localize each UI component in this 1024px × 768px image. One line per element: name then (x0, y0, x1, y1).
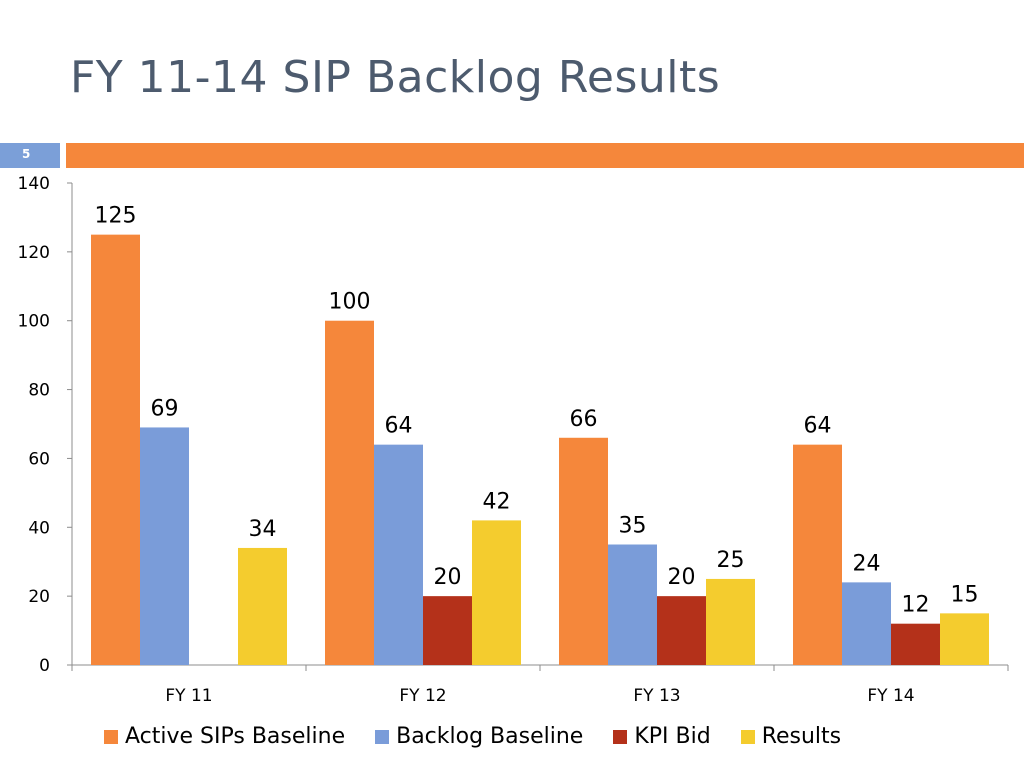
y-tick-label: 0 (39, 656, 50, 676)
slide-number-box: 5 (0, 143, 60, 168)
bar (793, 444, 842, 665)
header-accent-bar (66, 143, 1024, 168)
legend-label: Results (761, 724, 842, 749)
bar-value-label: 66 (570, 407, 598, 432)
y-axis: 0 20 40 60 80 100 120 140 (18, 174, 73, 676)
bar (940, 613, 989, 665)
y-tick-label: 100 (18, 312, 50, 332)
bar-value-label: 12 (902, 593, 930, 618)
x-category-label: FY 14 (867, 686, 914, 706)
bar (842, 582, 891, 665)
chart-legend: Active SIPs Baseline Backlog Baseline KPI … (104, 724, 871, 749)
slide-title: FY 11-14 SIP Backlog Results (70, 52, 721, 103)
bar (472, 520, 521, 665)
bar-value-label: 69 (151, 396, 179, 421)
x-category-label: FY 12 (399, 686, 446, 706)
bar (657, 596, 706, 665)
bars (91, 234, 989, 665)
legend-swatch (613, 729, 628, 744)
bar-value-label: 35 (619, 514, 647, 539)
bar-value-label: 125 (95, 204, 137, 229)
slide-number: 5 (22, 147, 31, 161)
bar-value-label: 34 (249, 517, 277, 542)
y-tick-label: 20 (28, 587, 50, 607)
bar (423, 596, 472, 665)
bar-value-label: 42 (483, 489, 511, 514)
bar-value-label: 20 (434, 565, 462, 590)
legend-label: Active SIPs Baseline (125, 724, 346, 749)
legend-item: Backlog Baseline (375, 724, 583, 749)
legend-item: KPI Bid (613, 724, 711, 749)
legend-swatch (740, 729, 755, 744)
legend-swatch (104, 729, 118, 744)
bar-value-label: 15 (951, 582, 979, 607)
bar (238, 547, 287, 665)
x-axis: FY 11 FY 12 FY 13 FY 14 (71, 664, 1009, 706)
legend-item: Results (740, 724, 842, 749)
bar-value-label: 100 (329, 290, 371, 315)
bar (374, 444, 423, 665)
bar (140, 427, 189, 665)
y-tick-label: 140 (18, 174, 50, 194)
bar (91, 234, 140, 665)
bar (706, 578, 755, 665)
y-tick-label: 120 (18, 243, 50, 263)
bar (559, 437, 608, 665)
legend-swatch (375, 729, 390, 744)
y-tick-label: 40 (28, 518, 50, 538)
bar-value-label: 20 (668, 565, 696, 590)
x-category-label: FY 13 (633, 686, 680, 706)
bar-value-label: 25 (717, 548, 745, 573)
legend-item: Active SIPs Baseline (104, 724, 345, 749)
data-labels: 125 69 34 100 64 20 42 66 35 20 25 64 24 12 15 (95, 204, 979, 618)
legend-label: KPI Bid (634, 724, 711, 749)
legend-label: Backlog Baseline (396, 724, 584, 749)
bar (608, 544, 657, 665)
bar (891, 623, 940, 665)
bar-value-label: 64 (385, 414, 413, 439)
y-tick-label: 80 (28, 381, 50, 401)
bar-value-label: 24 (853, 551, 881, 576)
y-tick-label: 60 (28, 449, 50, 469)
bar (325, 320, 374, 665)
bar-value-label: 64 (804, 414, 832, 439)
x-category-label: FY 11 (165, 686, 212, 706)
